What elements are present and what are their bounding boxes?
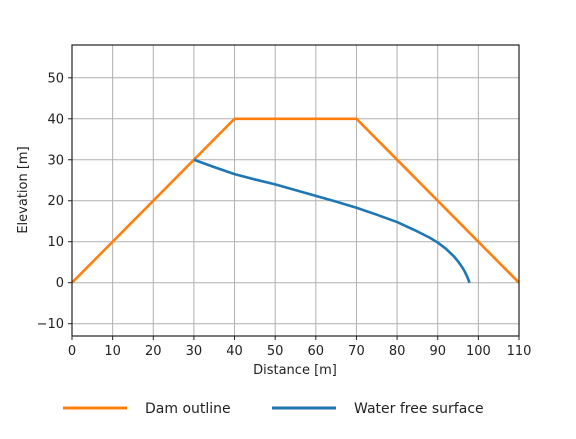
x-tick-label: 70 [348, 344, 365, 359]
x-tick-label: 90 [429, 344, 446, 359]
x-axis-label: Distance [m] [253, 363, 337, 378]
x-tick-label: 20 [145, 344, 162, 359]
y-tick-label: 10 [47, 235, 64, 250]
x-tick-label: 50 [267, 344, 284, 359]
x-tick-label: 40 [226, 344, 243, 359]
x-tick-label: 100 [466, 344, 491, 359]
series-group [71, 117, 520, 284]
plot-frame [71, 44, 520, 337]
x-tick-label: 10 [104, 344, 121, 359]
x-tick-label: 110 [507, 344, 532, 359]
y-tick-label: 50 [47, 71, 64, 86]
x-tick-label: 80 [389, 344, 406, 359]
series-line-dam-outline [71, 117, 520, 284]
y-tick-label: 30 [47, 153, 64, 168]
y-axis-label: Elevation [m] [16, 146, 31, 233]
y-tick-label: −10 [37, 317, 64, 332]
y-tick-label: 20 [47, 194, 64, 209]
y-tick-label: 40 [47, 112, 64, 127]
legend-label: Dam outline [145, 401, 231, 417]
y-tick-label: 0 [56, 276, 64, 291]
x-tick-label: 0 [68, 344, 76, 359]
ticks: 0 10 20 30 40 50 60 70 80 90 100 110 −10 0 10 20 30 40 50 [37, 71, 532, 359]
legend-label: Water free surface [354, 401, 484, 417]
x-tick-label: 60 [308, 344, 325, 359]
x-tick-label: 30 [186, 344, 203, 359]
series-line-water-free-surface [193, 158, 471, 284]
legend: Dam outline Water free surface [63, 401, 484, 417]
